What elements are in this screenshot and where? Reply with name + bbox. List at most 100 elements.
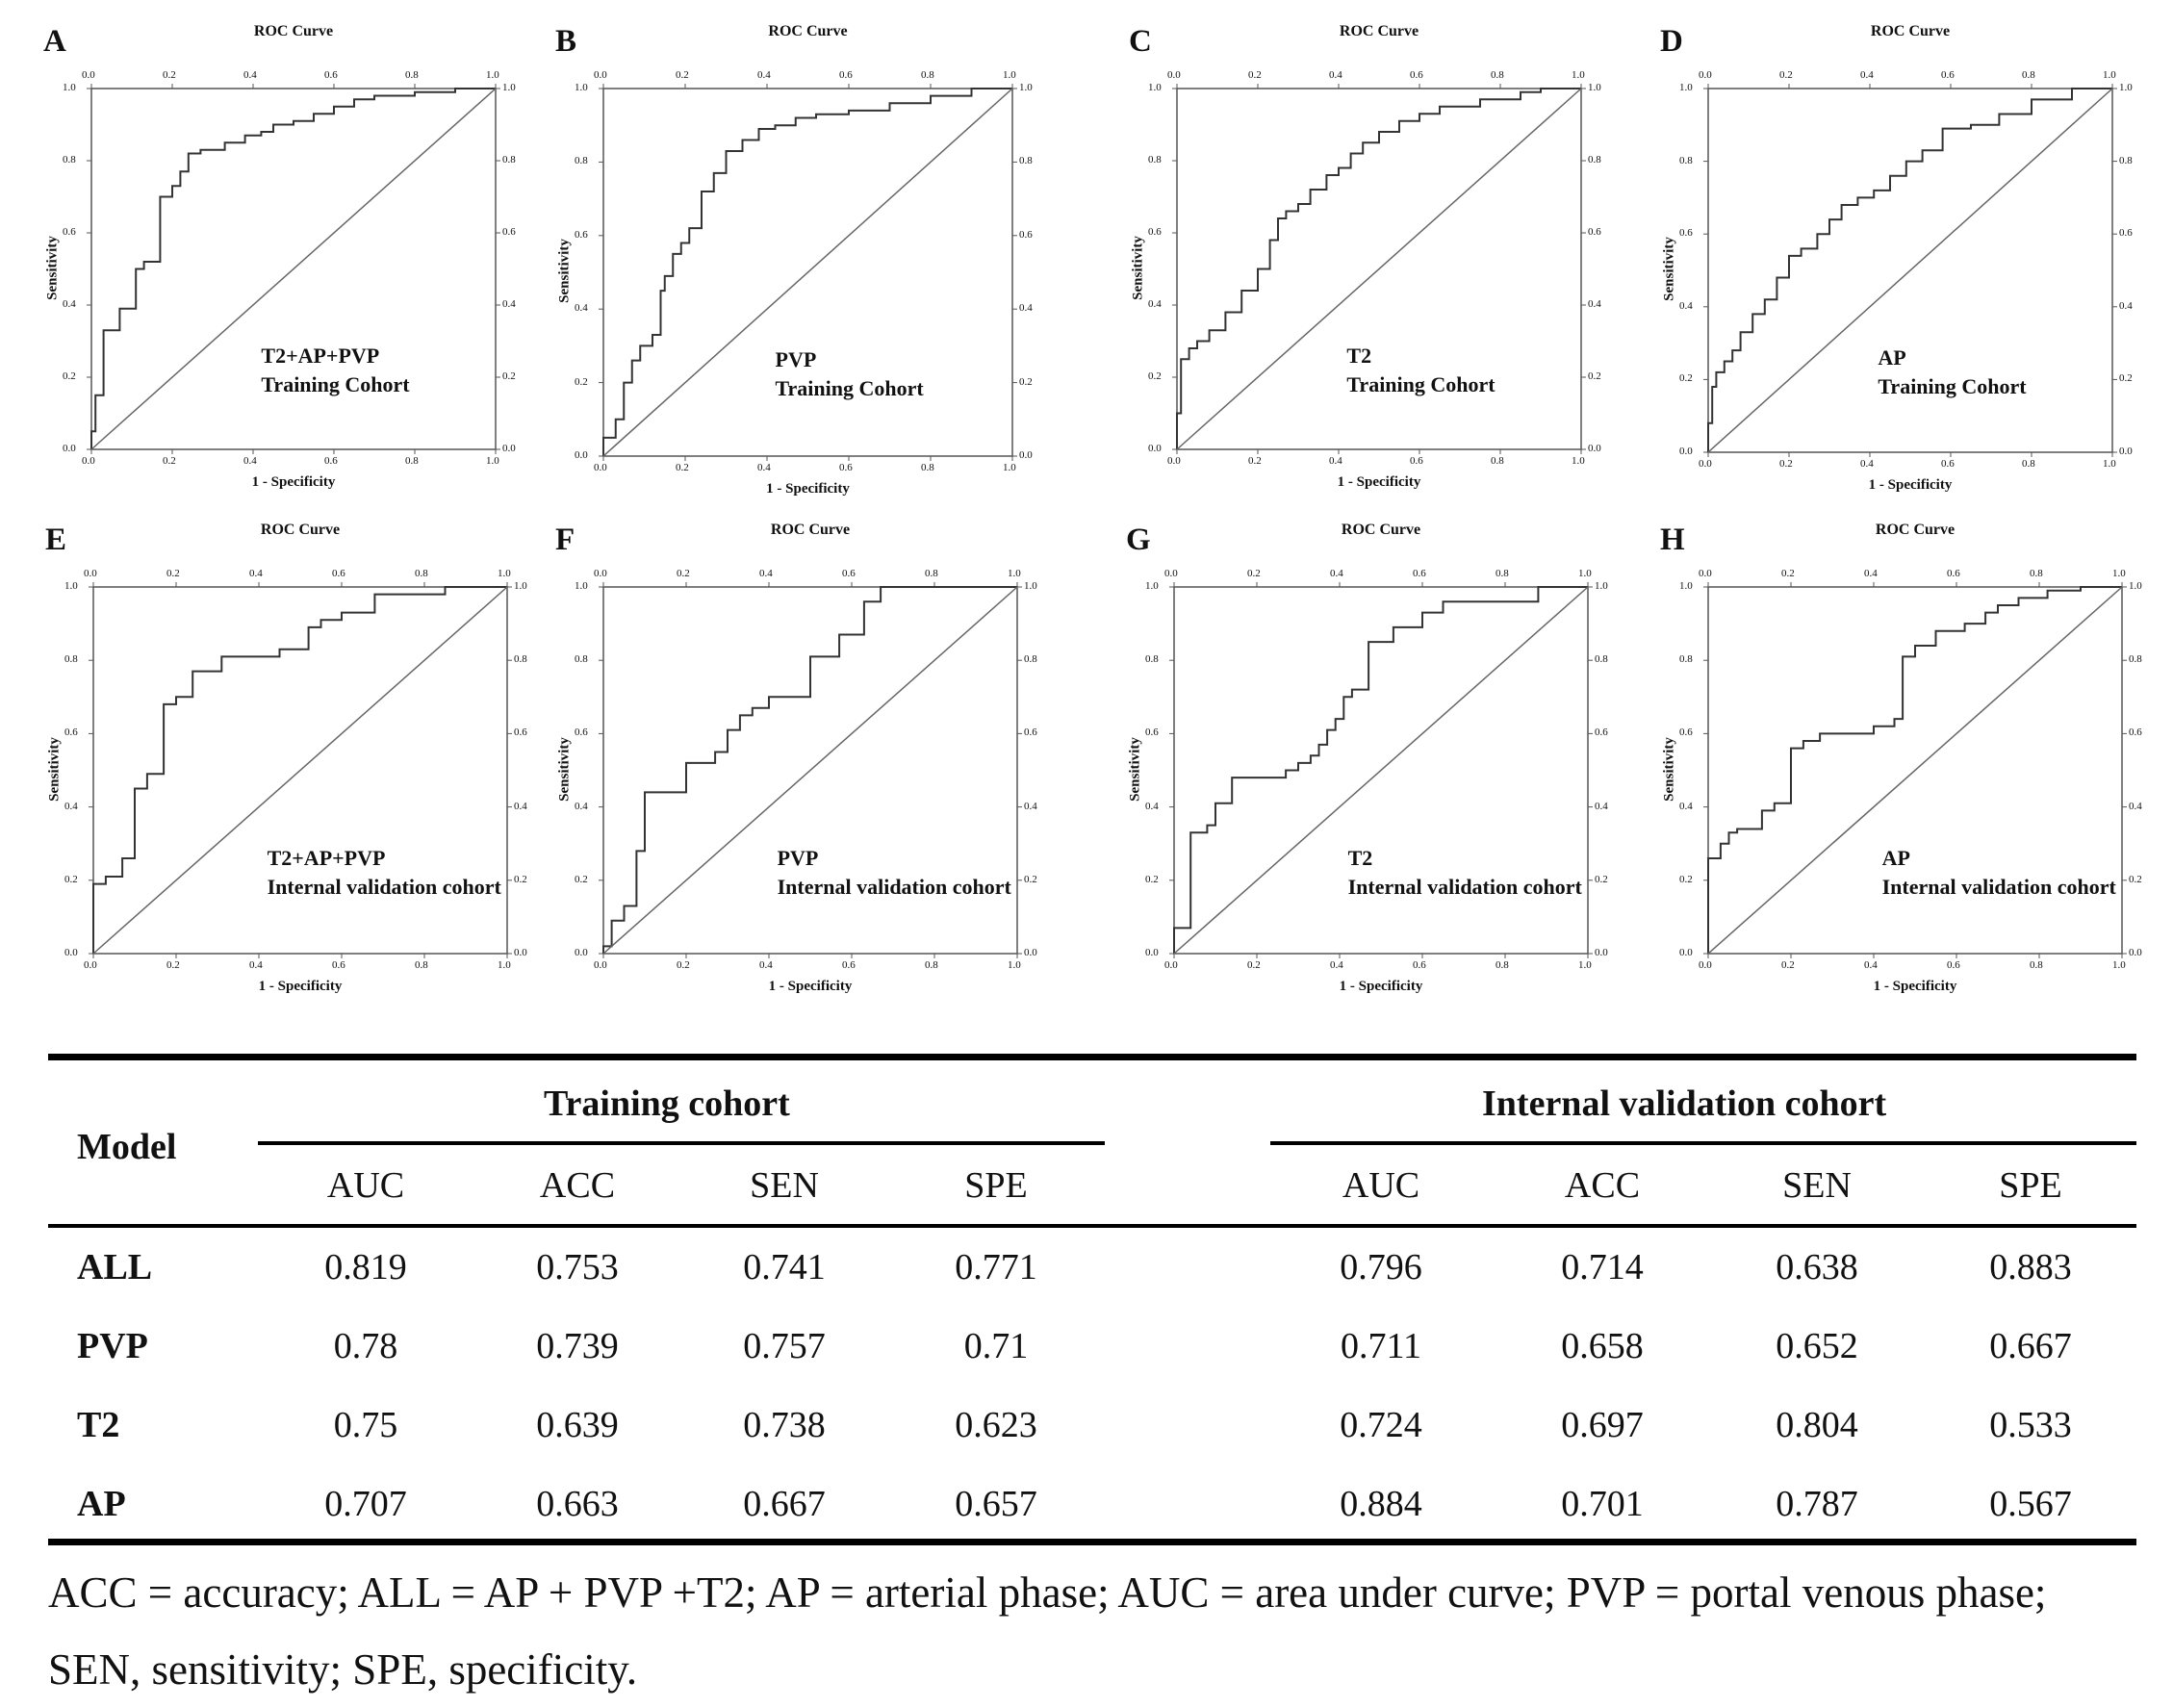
x-tick-top: 0.6 bbox=[842, 568, 856, 579]
annotation-line: Training Cohort bbox=[775, 376, 924, 401]
x-tick-top: 0.2 bbox=[1781, 568, 1795, 579]
plot-frame bbox=[90, 88, 497, 450]
roc-plot bbox=[599, 84, 1017, 461]
x-tick-top: 0.8 bbox=[415, 568, 428, 579]
x-tick-top: 0.6 bbox=[1413, 568, 1426, 579]
y-tick-right: 0.0 bbox=[1019, 449, 1033, 461]
annotation-line: PVP bbox=[777, 845, 819, 870]
y-tick-left: 0.6 bbox=[1148, 226, 1162, 238]
y-axis-label: Sensitivity bbox=[1661, 736, 1677, 802]
x-tick-bottom: 0.8 bbox=[2030, 959, 2043, 971]
y-tick-left: 0.4 bbox=[1679, 800, 1693, 812]
x-tick-top: 1.0 bbox=[486, 69, 499, 81]
y-tick-right: 0.4 bbox=[1588, 298, 1601, 310]
x-tick-top: 0.8 bbox=[1496, 568, 1509, 579]
training-value-cell: 0.623 bbox=[955, 1405, 1037, 1445]
roc-panel-c: C ROC Curve 0.0 0.0 0.0 0.0 0.2 0.2 0.2 0.2 0.4 0.4… bbox=[1124, 19, 1639, 507]
y-tick-right: 0.0 bbox=[1588, 443, 1601, 454]
validation-value-cell: 0.804 bbox=[1776, 1405, 1858, 1445]
y-tick-left: 0.2 bbox=[1679, 873, 1693, 885]
plot-frame bbox=[1707, 586, 2123, 955]
x-tick-bottom: 0.6 bbox=[839, 462, 853, 473]
x-tick-top: 0.2 bbox=[163, 69, 176, 81]
training-value-cell: 0.75 bbox=[333, 1405, 398, 1445]
x-tick-bottom: 0.0 bbox=[1167, 455, 1181, 467]
validation-value-cell: 0.567 bbox=[1989, 1484, 2072, 1524]
y-tick-right: 0.4 bbox=[514, 800, 527, 812]
y-tick-left: 0.8 bbox=[1679, 653, 1693, 666]
validation-value-cell: 0.883 bbox=[1989, 1247, 2072, 1287]
x-tick-top: 1.0 bbox=[1578, 568, 1592, 579]
training-value-cell: 0.707 bbox=[324, 1484, 407, 1524]
x-tick-top: 0.2 bbox=[677, 568, 690, 579]
x-tick-top: 0.0 bbox=[594, 568, 607, 579]
model-annotation: AP Training Cohort bbox=[1878, 344, 2026, 401]
validation-value-cell: 0.701 bbox=[1561, 1484, 1644, 1524]
model-annotation: PVP Internal validation cohort bbox=[778, 844, 1011, 902]
x-tick-bottom: 1.0 bbox=[1008, 959, 1021, 971]
y-tick-right: 0.0 bbox=[514, 947, 527, 958]
x-tick-bottom: 0.6 bbox=[1947, 959, 1960, 971]
x-axis-label: 1 - Specificity bbox=[768, 979, 853, 994]
chart-title: ROC Curve bbox=[253, 23, 334, 39]
x-tick-top: 1.0 bbox=[1008, 568, 1021, 579]
metric-header-training: AUC bbox=[326, 1165, 405, 1206]
y-tick-right: 0.4 bbox=[502, 298, 516, 310]
validation-value-cell: 0.724 bbox=[1340, 1405, 1422, 1445]
x-tick-top: 1.0 bbox=[2112, 568, 2126, 579]
y-tick-right: 0.0 bbox=[2119, 446, 2133, 457]
roc-panel-f: F ROC Curve 0.0 0.0 0.0 0.0 0.2 0.2 0.2 0.2 0.4 0.4… bbox=[550, 518, 1075, 1011]
validation-value-cell: 0.697 bbox=[1561, 1405, 1644, 1445]
model-annotation: T2 Training Cohort bbox=[1346, 342, 1495, 399]
y-tick-right: 0.2 bbox=[1024, 873, 1037, 885]
x-tick-bottom: 0.4 bbox=[1330, 959, 1343, 971]
roc-plot bbox=[87, 84, 500, 454]
x-tick-bottom: 0.4 bbox=[757, 462, 771, 473]
plot-frame bbox=[1173, 586, 1589, 955]
y-tick-left: 0.2 bbox=[575, 873, 588, 885]
x-tick-bottom: 0.4 bbox=[249, 959, 263, 971]
plot-frame bbox=[92, 586, 508, 955]
y-tick-left: 0.0 bbox=[575, 947, 588, 958]
training-group-rule bbox=[258, 1141, 1105, 1145]
plot-frame bbox=[602, 586, 1018, 955]
x-tick-bottom: 0.0 bbox=[594, 959, 607, 971]
reference-diagonal bbox=[92, 586, 508, 955]
x-tick-top: 0.6 bbox=[332, 568, 345, 579]
x-tick-bottom: 0.8 bbox=[1496, 959, 1509, 971]
y-tick-left: 0.6 bbox=[64, 727, 78, 739]
x-tick-bottom: 0.2 bbox=[163, 455, 176, 467]
y-tick-left: 1.0 bbox=[64, 580, 78, 592]
y-tick-left: 0.6 bbox=[1145, 727, 1159, 739]
x-tick-bottom: 0.2 bbox=[676, 462, 689, 473]
x-tick-top: 0.4 bbox=[759, 568, 773, 579]
roc-curve bbox=[1707, 586, 2122, 954]
x-tick-top: 0.4 bbox=[249, 568, 263, 579]
x-tick-top: 0.6 bbox=[1947, 568, 1960, 579]
x-axis-label: 1 - Specificity bbox=[251, 474, 336, 490]
validation-group-rule bbox=[1270, 1141, 2136, 1145]
panel-letter: E bbox=[45, 523, 67, 557]
y-tick-left: 0.2 bbox=[1145, 873, 1159, 885]
x-tick-bottom: 0.2 bbox=[1781, 959, 1795, 971]
roc-curve bbox=[1173, 586, 1588, 954]
y-tick-right: 0.2 bbox=[1588, 370, 1601, 382]
training-value-cell: 0.738 bbox=[743, 1405, 826, 1445]
y-tick-left: 1.0 bbox=[1679, 82, 1693, 93]
x-tick-bottom: 0.6 bbox=[332, 959, 345, 971]
y-tick-left: 0.8 bbox=[1145, 653, 1159, 666]
y-tick-right: 0.8 bbox=[1024, 653, 1037, 666]
table-footnote: ACC = accuracy; ALL = AP + PVP +T2; AP =… bbox=[48, 1568, 2047, 1694]
x-tick-top: 0.6 bbox=[839, 69, 853, 81]
row-model-name: T2 bbox=[77, 1405, 120, 1445]
validation-value-cell: 0.714 bbox=[1561, 1247, 1644, 1287]
y-tick-right: 0.6 bbox=[2129, 727, 2142, 739]
x-tick-top: 1.0 bbox=[1003, 69, 1016, 81]
annotation-line: Internal validation cohort bbox=[1881, 874, 2116, 899]
training-value-cell: 0.739 bbox=[536, 1326, 619, 1366]
y-tick-right: 0.8 bbox=[514, 653, 527, 666]
training-value-cell: 0.757 bbox=[743, 1326, 826, 1366]
x-axis-label: 1 - Specificity bbox=[1339, 979, 1423, 994]
y-tick-left: 0.6 bbox=[575, 228, 588, 241]
x-tick-top: 0.4 bbox=[1329, 69, 1342, 81]
